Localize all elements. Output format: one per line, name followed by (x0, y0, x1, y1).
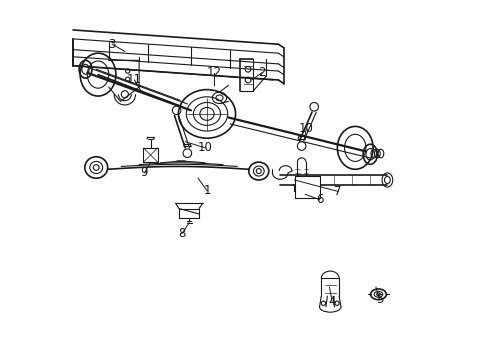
Text: 12: 12 (206, 66, 221, 79)
Text: 11: 11 (127, 73, 142, 86)
Text: 2: 2 (257, 66, 265, 79)
Bar (143, 148, 157, 162)
Text: 1: 1 (203, 184, 210, 197)
Text: 6: 6 (315, 193, 323, 206)
Text: 9: 9 (141, 166, 148, 179)
Text: 4: 4 (327, 295, 335, 308)
Text: 5: 5 (375, 293, 383, 306)
Bar (294, 176, 319, 198)
Text: 7: 7 (334, 185, 341, 198)
Text: 10: 10 (197, 141, 212, 154)
Text: 8: 8 (178, 227, 185, 240)
Text: 10: 10 (298, 122, 313, 135)
Ellipse shape (84, 157, 107, 178)
Ellipse shape (248, 162, 268, 180)
Text: 3: 3 (108, 38, 116, 51)
